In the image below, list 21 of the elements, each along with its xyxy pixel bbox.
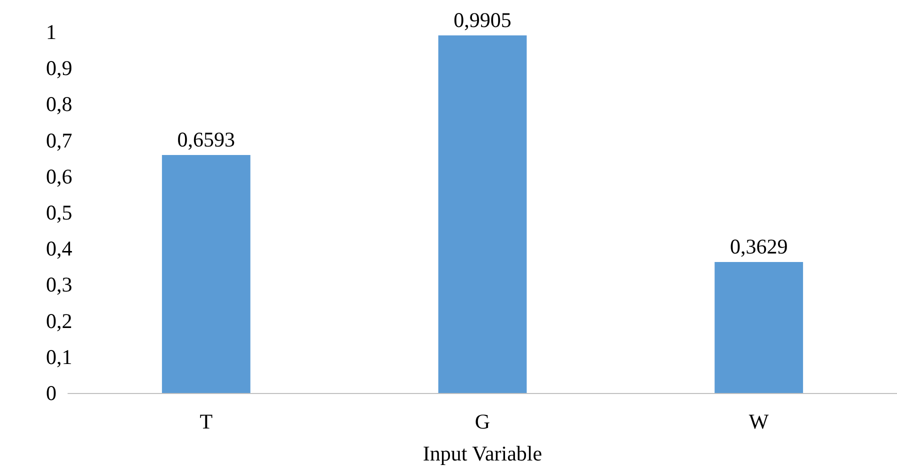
y-tick-label: 0,3 — [46, 272, 72, 297]
y-tick-label: 0,1 — [46, 344, 72, 369]
y-tick-label: 0,8 — [46, 92, 72, 116]
bar — [162, 154, 250, 393]
x-tick-label: G — [474, 410, 490, 434]
y-tick-label: 0,4 — [46, 236, 73, 261]
x-tick-label: W — [748, 410, 769, 434]
data-label: 0,9905 — [454, 8, 512, 32]
bar — [714, 262, 804, 393]
y-tick-label: 0,5 — [46, 200, 72, 224]
y-tick-label: 0,9 — [46, 56, 72, 80]
x-tick-label: T — [200, 410, 213, 434]
y-tick-label: 0,2 — [46, 308, 72, 333]
data-label: 0,6593 — [177, 127, 236, 152]
y-tick-label: 0,7 — [46, 128, 72, 152]
y-tick-label: 1 — [46, 20, 56, 44]
bar — [438, 35, 527, 393]
data-label: 0,3629 — [730, 234, 788, 258]
y-tick-label: 0 — [46, 381, 56, 405]
y-tick-label: 0,6 — [46, 164, 72, 188]
x-axis-title: Input Variable — [422, 442, 542, 466]
